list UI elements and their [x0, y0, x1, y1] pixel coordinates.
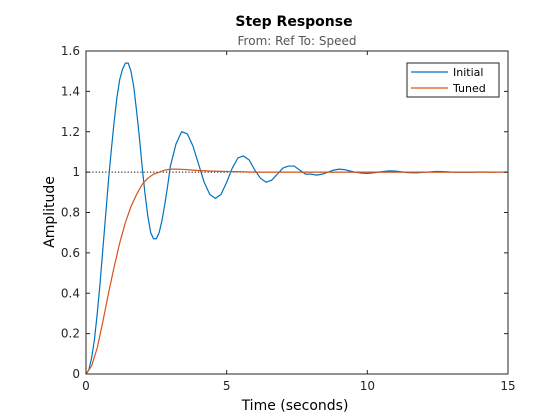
legend-box — [406, 62, 500, 98]
y-tick-label: 1.6 — [61, 44, 80, 58]
series-line-tuned — [85, 168, 508, 375]
legend-tuned-label: Tuned — [452, 82, 486, 95]
x-tick-label: 5 — [223, 379, 231, 393]
y-tick-label: 0.2 — [61, 327, 80, 341]
y-axis-label: Amplitude — [42, 176, 58, 248]
y-tick-label: 1.2 — [61, 125, 80, 139]
x-tick-label: 15 — [500, 379, 515, 393]
x-axis-label: Time (seconds) — [241, 398, 349, 414]
x-tick-label: 10 — [360, 379, 375, 393]
legend: Initial Tuned — [406, 62, 500, 98]
chart-title: Step Response — [235, 14, 352, 30]
y-tick-label: 0 — [72, 367, 80, 381]
y-tick-label: 0.8 — [61, 206, 80, 220]
x-tick-label: 0 — [82, 379, 90, 393]
y-tick-label: 0.6 — [61, 246, 80, 260]
y-tick-label: 1 — [72, 165, 80, 179]
plot-area — [85, 50, 509, 375]
y-tick-label: 0.4 — [61, 286, 80, 300]
legend-initial-label: Initial — [453, 66, 483, 79]
chart-subtitle: From: Ref To: Speed — [238, 34, 357, 48]
y-tick-label: 1.4 — [61, 84, 80, 98]
